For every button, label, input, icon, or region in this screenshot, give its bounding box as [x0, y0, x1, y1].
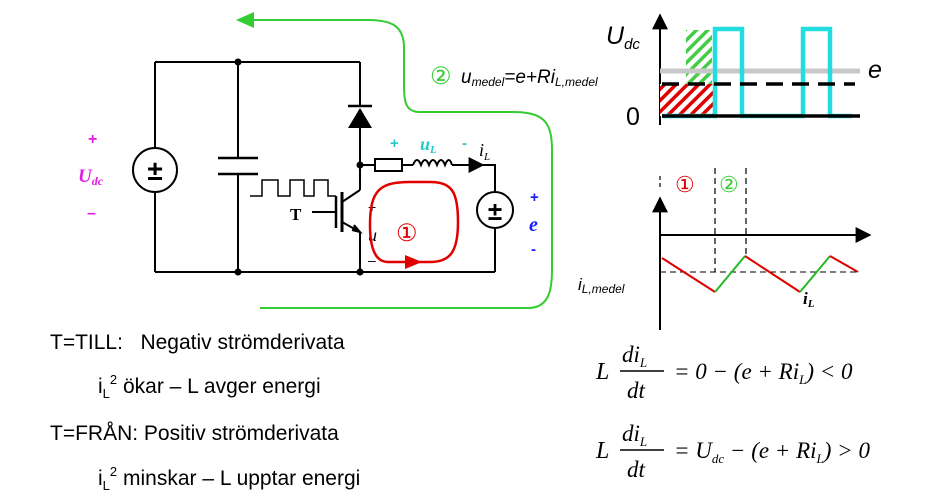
equation-1: L diL dt = 0 − (e + RiL) < 0	[595, 342, 853, 403]
udc-minus: –	[87, 205, 96, 222]
e-minus: -	[531, 241, 536, 258]
eq1-denominator: dt	[627, 378, 646, 403]
loop-2-marker: ②	[430, 63, 452, 90]
il-falling-2	[744, 255, 801, 293]
voltage-zero-label: 0	[626, 103, 640, 131]
eq1-numerator: diL	[622, 342, 647, 370]
loop-1-path	[368, 180, 460, 264]
il-curve-label: iL	[803, 289, 815, 310]
diode	[348, 104, 372, 128]
il-label: iL	[479, 140, 490, 163]
green-hatch-area	[686, 30, 712, 84]
transistor-label: T	[290, 205, 302, 224]
il-falling-3	[829, 255, 859, 273]
node-dot	[356, 161, 364, 169]
voltage-plot	[652, 13, 860, 125]
eq2-rhs: = Udc − (e + RiL) > 0	[674, 438, 870, 466]
voltage-ylabel: Udc	[606, 22, 640, 53]
text-line-4: iL2 minskar – L upptar energi	[98, 464, 360, 493]
equation-2: L diL dt = Udc − (e + RiL) > 0	[595, 421, 870, 482]
current-plot	[652, 168, 872, 330]
u-minus: –	[368, 252, 376, 268]
eq2-denominator: dt	[627, 457, 646, 482]
il-falling-1	[661, 257, 716, 293]
ul-plus: +	[390, 135, 399, 152]
ul-minus: -	[462, 135, 467, 152]
ul-label: uL	[420, 134, 437, 156]
node-dot	[356, 268, 364, 276]
udc-plus: +	[88, 131, 97, 148]
node-dot	[234, 268, 242, 276]
il-rising-2	[799, 255, 831, 293]
node-dot	[234, 58, 242, 66]
text-line-1: T=TILL: Negativ strömderivata	[50, 331, 345, 354]
text-line-2: iL2 ökar – L avger energi	[98, 372, 321, 401]
u-label: u	[368, 225, 377, 245]
loop-2-path	[250, 19, 553, 309]
loop-1-arrow	[405, 255, 422, 269]
circuit	[154, 61, 496, 273]
phase-1-marker: ①	[675, 172, 695, 197]
loop-1-marker: ①	[396, 220, 418, 247]
inductor	[412, 159, 453, 168]
resistor	[374, 158, 403, 172]
e-label: e	[529, 214, 538, 236]
eq2-L: L	[595, 438, 609, 464]
eq1-rhs: = 0 − (e + RiL) < 0	[674, 359, 853, 387]
e-source-symbol: ±	[488, 196, 502, 226]
udc-label: Udc	[78, 166, 104, 188]
umedel-equation: umedel=e+RiL,medel	[461, 67, 598, 89]
eq1-L: L	[595, 359, 609, 385]
loop-2-arrowhead	[236, 12, 254, 28]
voltage-e-label: e	[868, 56, 882, 84]
e-source	[476, 191, 514, 229]
il-medel-label: iL,medel	[578, 275, 625, 296]
capacitor-plates	[218, 156, 258, 176]
text-line-3: T=FRÅN: Positiv strömderivata	[50, 422, 339, 445]
il-rising-1	[714, 255, 746, 293]
transistor	[312, 189, 363, 234]
gate-pulse-waveform	[250, 179, 336, 197]
eq2-numerator: diL	[622, 421, 647, 449]
phase-2-marker: ②	[719, 172, 739, 197]
red-hatch-area	[660, 84, 713, 116]
udc-source	[132, 147, 178, 193]
udc-source-symbol: ±	[147, 155, 162, 186]
e-plus: +	[530, 189, 539, 206]
